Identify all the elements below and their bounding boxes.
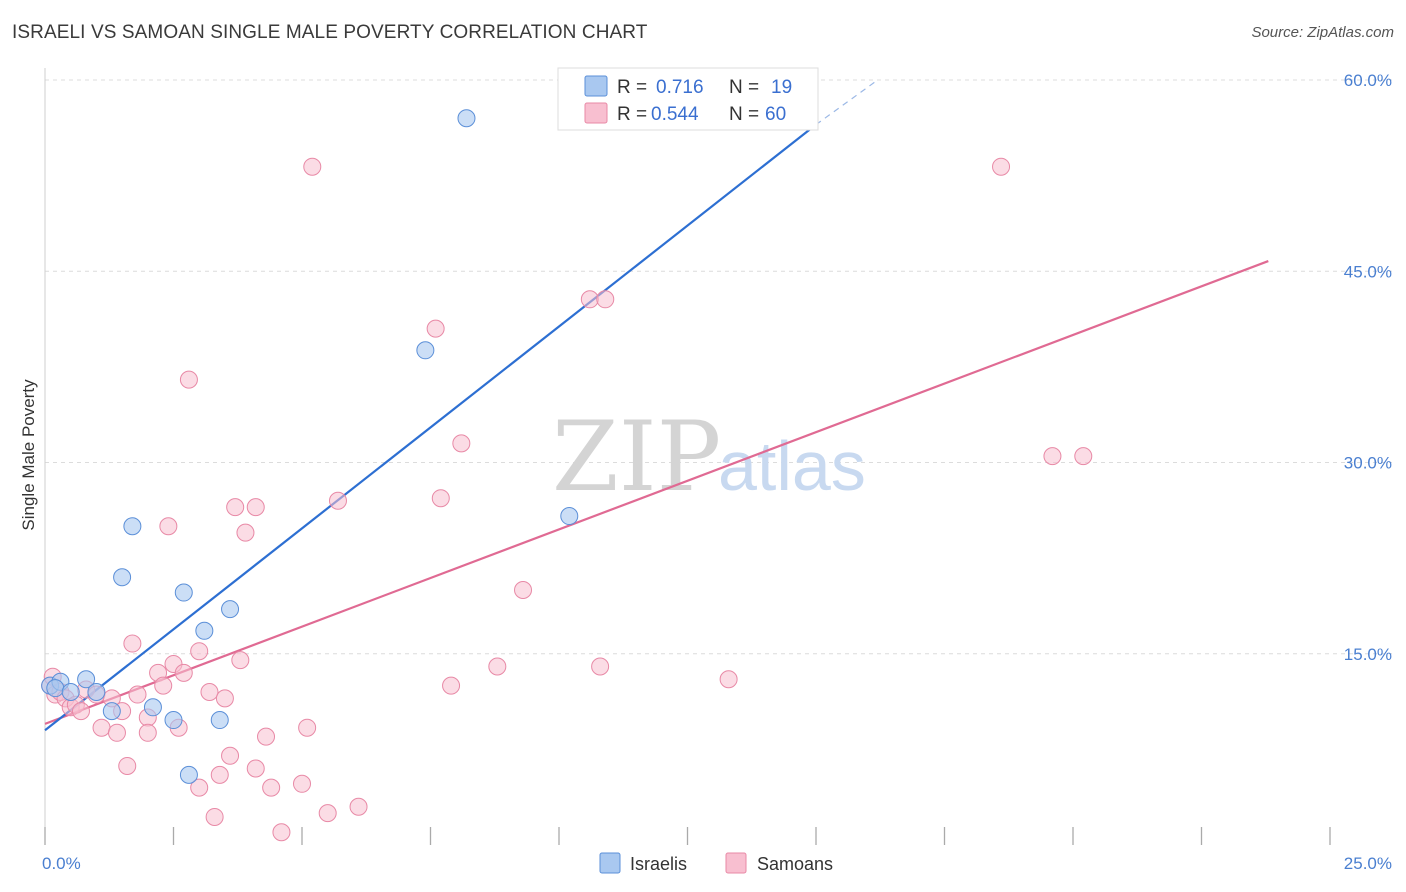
data-point-israelis <box>164 711 183 730</box>
data-point-israelis <box>113 568 132 587</box>
y-tick-label: 60.0% <box>1344 71 1392 90</box>
data-point-samoans <box>200 683 219 701</box>
data-point-samoans <box>442 676 461 695</box>
data-point-samoans <box>159 517 178 536</box>
watermark-atlas: atlas <box>718 427 866 505</box>
x-axis-ticks <box>44 827 1331 845</box>
data-point-samoans <box>205 807 224 826</box>
data-point-samoans <box>174 663 193 682</box>
data-point-israelis <box>560 507 579 526</box>
legend-n-value-samoans: 60 <box>765 104 786 125</box>
data-point-israelis <box>77 670 96 689</box>
data-point-samoans <box>190 778 209 797</box>
legend-r-label-samoans: R = <box>617 104 647 125</box>
data-point-israelis <box>221 600 240 619</box>
data-point-samoans <box>154 676 173 695</box>
data-point-samoans <box>92 718 111 737</box>
data-point-israelis <box>416 341 435 360</box>
data-point-samoans <box>210 765 229 784</box>
legend-r-label-israelis: R = <box>617 77 647 98</box>
data-point-samoans <box>488 657 507 676</box>
data-point-samoans <box>190 642 209 661</box>
data-point-samoans <box>293 774 311 793</box>
data-point-samoans <box>107 723 126 742</box>
legend-r-value-samoans: 0.544 <box>651 104 699 125</box>
data-point-israelis <box>457 109 476 128</box>
data-point-samoans <box>431 489 450 508</box>
legend-r-value-israelis: 0.716 <box>656 77 704 98</box>
data-point-samoans <box>231 651 250 670</box>
data-point-samoans <box>992 157 1011 176</box>
data-point-israelis <box>174 583 193 602</box>
series-legend: Israelis Samoans <box>599 852 833 874</box>
data-point-israelis <box>195 621 214 640</box>
legend-swatch-israelis <box>584 75 608 97</box>
data-point-samoans <box>1043 447 1062 466</box>
data-point-samoans <box>318 804 337 823</box>
data-point-samoans <box>298 718 317 737</box>
data-point-samoans <box>118 756 137 775</box>
data-point-samoans <box>128 685 147 704</box>
data-point-israelis <box>61 683 80 701</box>
data-point-samoans <box>71 702 90 721</box>
data-point-israelis <box>102 702 121 721</box>
data-point-samoans <box>262 778 281 797</box>
data-point-samoans <box>246 498 265 517</box>
source-credit: Source: ZipAtlas.com <box>1251 24 1394 41</box>
data-point-samoans <box>221 746 240 765</box>
data-point-samoans <box>596 290 615 309</box>
y-tick-label: 30.0% <box>1344 454 1392 473</box>
bottom-legend-swatch-samoans <box>725 852 747 874</box>
chart-title: ISRAELI VS SAMOAN SINGLE MALE POVERTY CO… <box>12 22 648 43</box>
data-point-samoans <box>349 797 368 816</box>
data-point-samoans <box>303 157 322 176</box>
trend-line-samoans <box>44 260 1269 725</box>
legend-swatch-samoans <box>584 102 608 124</box>
trend-lines <box>44 79 1269 732</box>
legend-n-value-israelis: 19 <box>771 77 792 98</box>
y-axis-label: Single Male Poverty <box>19 379 38 531</box>
bottom-legend-swatch-israelis <box>599 852 621 874</box>
data-point-samoans <box>257 727 276 746</box>
data-point-israelis <box>143 698 162 717</box>
data-point-samoans <box>719 670 738 689</box>
y-tick-label: 45.0% <box>1344 262 1392 281</box>
y-tick-labels: 15.0% 30.0% 45.0% 60.0% <box>1344 71 1392 664</box>
data-point-samoans <box>514 581 533 599</box>
data-point-israelis <box>123 517 142 536</box>
data-point-samoans <box>179 370 198 389</box>
data-points <box>41 109 1093 842</box>
data-point-samoans <box>591 657 610 676</box>
x-tick-label-max: 25.0% <box>1344 854 1392 873</box>
trend-line-israelis-extension <box>815 79 879 126</box>
data-point-samoans <box>426 319 445 338</box>
data-point-samoans <box>580 290 599 309</box>
data-point-samoans <box>226 498 245 517</box>
data-point-samoans <box>272 823 291 842</box>
correlation-legend: R = 0.716 N = 19 R = 0.544 N = 60 <box>557 67 819 131</box>
data-point-israelis <box>87 683 106 701</box>
data-point-samoans <box>138 723 157 742</box>
watermark-zip: ZIP <box>552 401 721 513</box>
data-point-samoans <box>452 434 471 453</box>
legend-n-label-israelis: N = <box>729 77 759 98</box>
data-point-samoans <box>123 634 142 653</box>
bottom-legend-label-israelis: Israelis <box>630 854 687 874</box>
trend-line-israelis <box>44 123 817 732</box>
legend-n-label-samoans: N = <box>729 104 759 125</box>
data-point-samoans <box>246 759 265 778</box>
data-point-israelis <box>179 765 198 784</box>
y-tick-label: 15.0% <box>1344 645 1392 664</box>
data-point-samoans <box>328 491 347 510</box>
x-tick-label-min: 0.0% <box>42 854 81 873</box>
data-point-samoans <box>236 523 255 542</box>
data-point-samoans <box>1074 447 1093 466</box>
data-point-israelis <box>210 711 229 730</box>
data-point-samoans <box>215 689 234 708</box>
bottom-legend-label-samoans: Samoans <box>757 854 833 874</box>
grid <box>44 68 1392 845</box>
data-point-israelis <box>46 679 65 698</box>
